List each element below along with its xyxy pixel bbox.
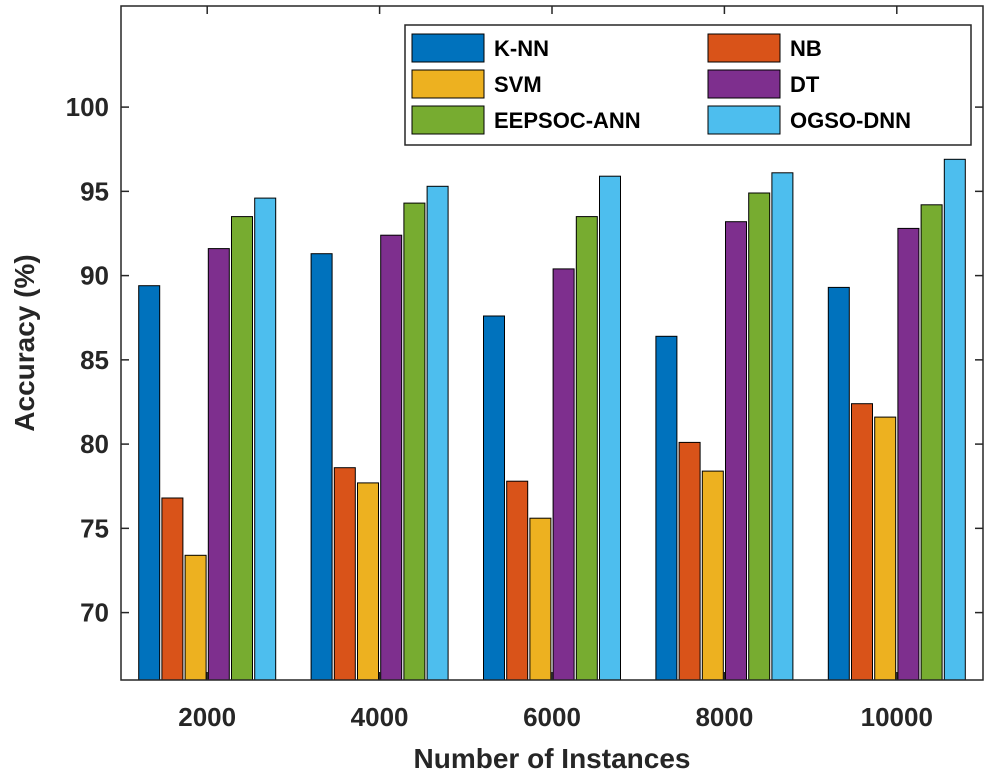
legend-label-nb: NB — [790, 36, 822, 61]
bar-ogso-dnn-6000 — [599, 175, 621, 681]
x-tick-label: 8000 — [695, 702, 753, 732]
bar-k-nn-8000 — [655, 335, 678, 681]
legend-swatch-nb — [707, 33, 781, 63]
bar-svm-4000 — [357, 482, 379, 681]
bar-k-nn-6000 — [483, 315, 505, 681]
bars-group — [138, 158, 966, 681]
bar-ogso-dnn-10000 — [943, 158, 966, 681]
legend-swatch-eepsoc-ann — [411, 105, 485, 135]
bar-nb-8000 — [678, 441, 701, 681]
bar-ogso-dnn-8000 — [771, 172, 794, 681]
y-tick-label: 75 — [80, 513, 109, 543]
legend-label-ogso-dnn: OGSO-DNN — [790, 108, 911, 133]
bar-nb-6000 — [506, 480, 529, 681]
bar-svm-2000 — [184, 554, 207, 681]
bar-k-nn-10000 — [827, 286, 850, 681]
y-tick-label: 90 — [80, 261, 109, 291]
bar-dt-10000 — [897, 227, 920, 681]
x-tick-label: 10000 — [861, 702, 933, 732]
bar-dt-4000 — [380, 234, 403, 681]
bar-nb-2000 — [161, 497, 184, 681]
bar-eepsoc-ann-4000 — [403, 202, 426, 681]
bar-nb-10000 — [851, 403, 873, 681]
legend-swatch-k-nn — [411, 33, 485, 63]
legend-label-dt: DT — [790, 72, 820, 97]
y-tick-label: 70 — [80, 598, 109, 628]
y-tick-label: 85 — [80, 345, 109, 375]
bar-dt-2000 — [207, 248, 230, 681]
bar-k-nn-4000 — [310, 253, 333, 681]
y-tick-label: 80 — [80, 429, 109, 459]
bar-eepsoc-ann-10000 — [920, 204, 943, 681]
legend-swatch-svm — [411, 69, 485, 99]
legend-label-eepsoc-ann: EEPSOC-ANN — [494, 108, 641, 133]
legend-box — [404, 24, 972, 146]
bar-svm-10000 — [874, 416, 897, 681]
x-axis: 2000 4000 6000 8000 10000 — [178, 6, 933, 732]
bar-svm-8000 — [701, 470, 724, 681]
bar-eepsoc-ann-6000 — [575, 216, 598, 681]
bar-svm-6000 — [529, 517, 552, 681]
y-tick-label: 100 — [66, 92, 109, 122]
legend-label-k-nn: K-NN — [494, 36, 549, 61]
x-tick-label: 6000 — [523, 702, 581, 732]
bar-ogso-dnn-4000 — [426, 185, 449, 681]
x-axis-title: Number of Instances — [414, 743, 691, 774]
bar-nb-4000 — [333, 467, 356, 681]
bar-dt-6000 — [552, 268, 575, 681]
legend-swatch-ogso-dnn — [707, 105, 781, 135]
x-tick-label: 2000 — [178, 702, 236, 732]
legend: K-NN NB SVM DT EEPSOC-ANN OGSO-DNN — [404, 24, 972, 146]
bar-ogso-dnn-2000 — [254, 197, 277, 681]
y-axis-title: Accuracy (%) — [9, 254, 40, 431]
bar-eepsoc-ann-2000 — [231, 216, 253, 681]
x-tick-label: 4000 — [351, 702, 409, 732]
bar-dt-8000 — [725, 221, 747, 681]
legend-swatch-dt — [707, 69, 781, 99]
legend-label-svm: SVM — [494, 72, 542, 97]
bar-k-nn-2000 — [138, 285, 161, 681]
bar-eepsoc-ann-8000 — [748, 192, 771, 681]
y-tick-label: 95 — [80, 176, 109, 206]
y-axis: 70 75 80 85 90 95 100 — [66, 92, 983, 628]
